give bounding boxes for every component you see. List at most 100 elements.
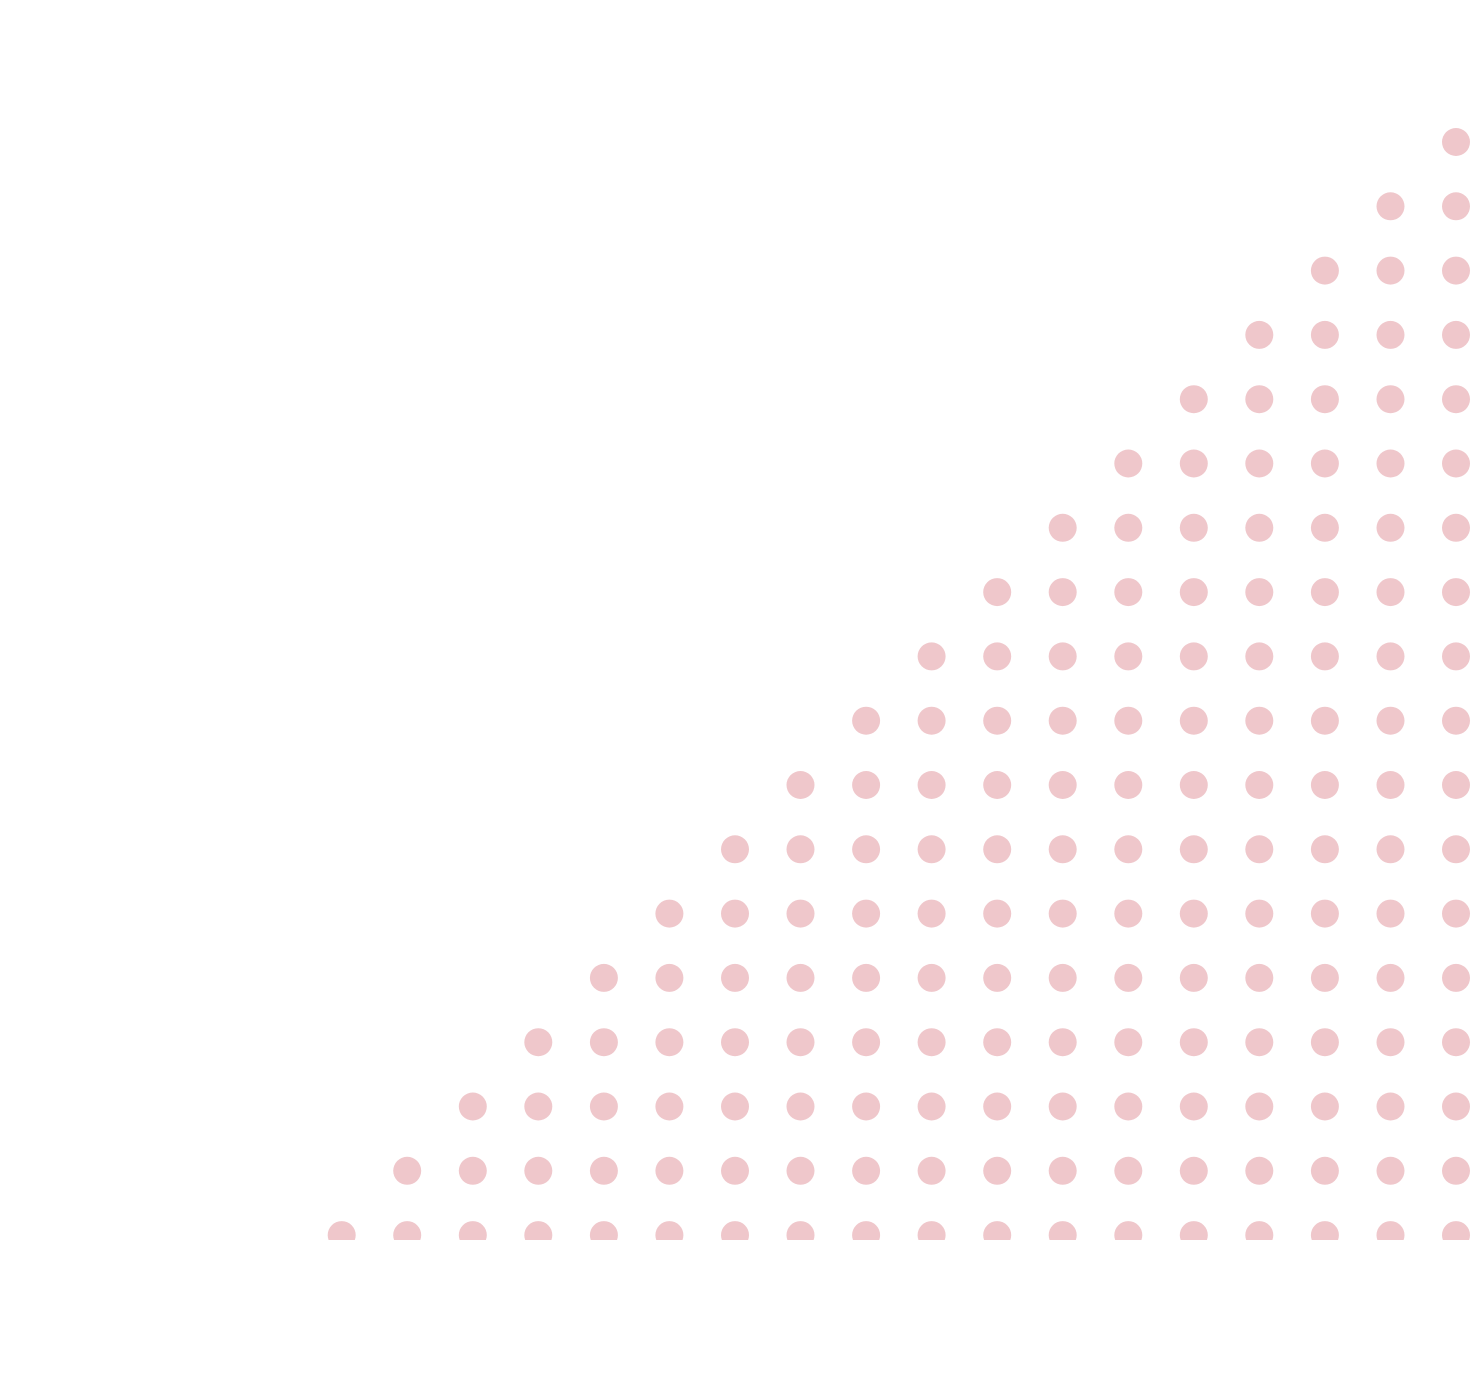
pattern-dot bbox=[1442, 128, 1470, 156]
pattern-dot bbox=[1048, 1092, 1077, 1121]
pattern-dot bbox=[721, 963, 749, 992]
pattern-dot bbox=[1442, 449, 1470, 478]
pattern-dot bbox=[1245, 706, 1274, 735]
pattern-dot bbox=[1245, 1156, 1274, 1185]
pattern-dot bbox=[1376, 513, 1405, 542]
pattern-dot bbox=[1245, 1092, 1274, 1121]
pattern-dot bbox=[1179, 513, 1208, 542]
pattern-dot bbox=[655, 1156, 684, 1185]
pattern-dot bbox=[1179, 578, 1208, 607]
pattern-dot bbox=[655, 1221, 684, 1240]
pattern-dot bbox=[1310, 1028, 1339, 1057]
pattern-dot bbox=[1245, 963, 1274, 992]
pattern-dot bbox=[1442, 192, 1470, 221]
pattern-dot bbox=[1442, 1092, 1470, 1121]
pattern-dot bbox=[1442, 899, 1470, 928]
pattern-dot bbox=[1376, 385, 1405, 414]
pattern-dot bbox=[852, 1028, 881, 1057]
pattern-dot bbox=[1179, 1028, 1208, 1057]
pattern-dot bbox=[589, 1221, 618, 1240]
pattern-dot bbox=[1442, 578, 1470, 607]
pattern-dot bbox=[1048, 1028, 1077, 1057]
pattern-dot bbox=[1442, 513, 1470, 542]
pattern-dot bbox=[1114, 963, 1143, 992]
pattern-dot bbox=[1114, 899, 1143, 928]
pattern-dot bbox=[1179, 642, 1208, 671]
pattern-dot bbox=[1245, 1221, 1274, 1240]
pattern-dot bbox=[1376, 1028, 1405, 1057]
pattern-dot bbox=[1376, 192, 1405, 221]
pattern-dot bbox=[721, 899, 749, 928]
pattern-dot bbox=[1114, 449, 1143, 478]
pattern-dot bbox=[1442, 320, 1470, 349]
pattern-dot bbox=[524, 1156, 553, 1185]
pattern-dot bbox=[1376, 963, 1405, 992]
pattern-dot bbox=[786, 1028, 815, 1057]
pattern-dot bbox=[1310, 256, 1339, 285]
pattern-dot bbox=[327, 1221, 356, 1240]
pattern-dot bbox=[1245, 320, 1274, 349]
pattern-dot bbox=[1442, 1221, 1470, 1240]
pattern-dot bbox=[1442, 642, 1470, 671]
pattern-dot bbox=[983, 706, 1012, 735]
pattern-dot bbox=[1179, 963, 1208, 992]
pattern-dot bbox=[852, 771, 881, 799]
pattern-dot bbox=[917, 642, 946, 671]
pattern-dot bbox=[1245, 385, 1274, 414]
pattern-dot bbox=[1179, 899, 1208, 928]
pattern-dot bbox=[852, 1221, 881, 1240]
pattern-dot bbox=[1048, 1221, 1077, 1240]
pattern-dot bbox=[1114, 706, 1143, 735]
pattern-dot bbox=[1179, 385, 1208, 414]
pattern-dot bbox=[1442, 1028, 1470, 1057]
pattern-dot bbox=[1310, 578, 1339, 607]
pattern-dot bbox=[721, 1156, 749, 1185]
pattern-dot bbox=[1310, 1221, 1339, 1240]
pattern-dot bbox=[1310, 771, 1339, 799]
pattern-dot bbox=[917, 1092, 946, 1121]
pattern-dot bbox=[589, 1156, 618, 1185]
pattern-dot bbox=[786, 1156, 815, 1185]
pattern-dot bbox=[524, 1092, 553, 1121]
pattern-dot bbox=[1179, 1156, 1208, 1185]
pattern-dot bbox=[917, 963, 946, 992]
pattern-dot bbox=[393, 1156, 422, 1185]
pattern-dot bbox=[524, 1028, 553, 1057]
pattern-dot bbox=[1114, 642, 1143, 671]
pattern-dot bbox=[1310, 449, 1339, 478]
pattern-dot bbox=[1245, 1028, 1274, 1057]
pattern-dot bbox=[589, 1028, 618, 1057]
pattern-dot bbox=[852, 899, 881, 928]
pattern-dot bbox=[1376, 835, 1405, 864]
pattern-dot bbox=[1376, 642, 1405, 671]
pattern-dot bbox=[1048, 578, 1077, 607]
pattern-dot bbox=[983, 1221, 1012, 1240]
pattern-dot bbox=[1114, 513, 1143, 542]
pattern-dot bbox=[1442, 771, 1470, 799]
pattern-dot bbox=[786, 899, 815, 928]
pattern-dot bbox=[983, 1156, 1012, 1185]
pattern-dot bbox=[1048, 771, 1077, 799]
pattern-dot bbox=[1179, 706, 1208, 735]
pattern-dot bbox=[983, 835, 1012, 864]
pattern-dot bbox=[1310, 963, 1339, 992]
pattern-dot bbox=[917, 1028, 946, 1057]
pattern-dot bbox=[1179, 771, 1208, 799]
pattern-dot bbox=[524, 1221, 553, 1240]
pattern-dot bbox=[917, 835, 946, 864]
pattern-dot bbox=[786, 1092, 815, 1121]
pattern-dot bbox=[983, 899, 1012, 928]
pattern-dot bbox=[589, 1092, 618, 1121]
pattern-dot bbox=[786, 1221, 815, 1240]
pattern-dot bbox=[852, 1156, 881, 1185]
pattern-dot bbox=[852, 1092, 881, 1121]
pattern-dot bbox=[655, 1028, 684, 1057]
pattern-dot bbox=[1245, 771, 1274, 799]
pattern-dot bbox=[786, 771, 815, 799]
pattern-dot bbox=[1442, 385, 1470, 414]
pattern-dot bbox=[852, 706, 881, 735]
pattern-dot bbox=[917, 899, 946, 928]
pattern-dot bbox=[1310, 1156, 1339, 1185]
pattern-dot bbox=[1048, 513, 1077, 542]
